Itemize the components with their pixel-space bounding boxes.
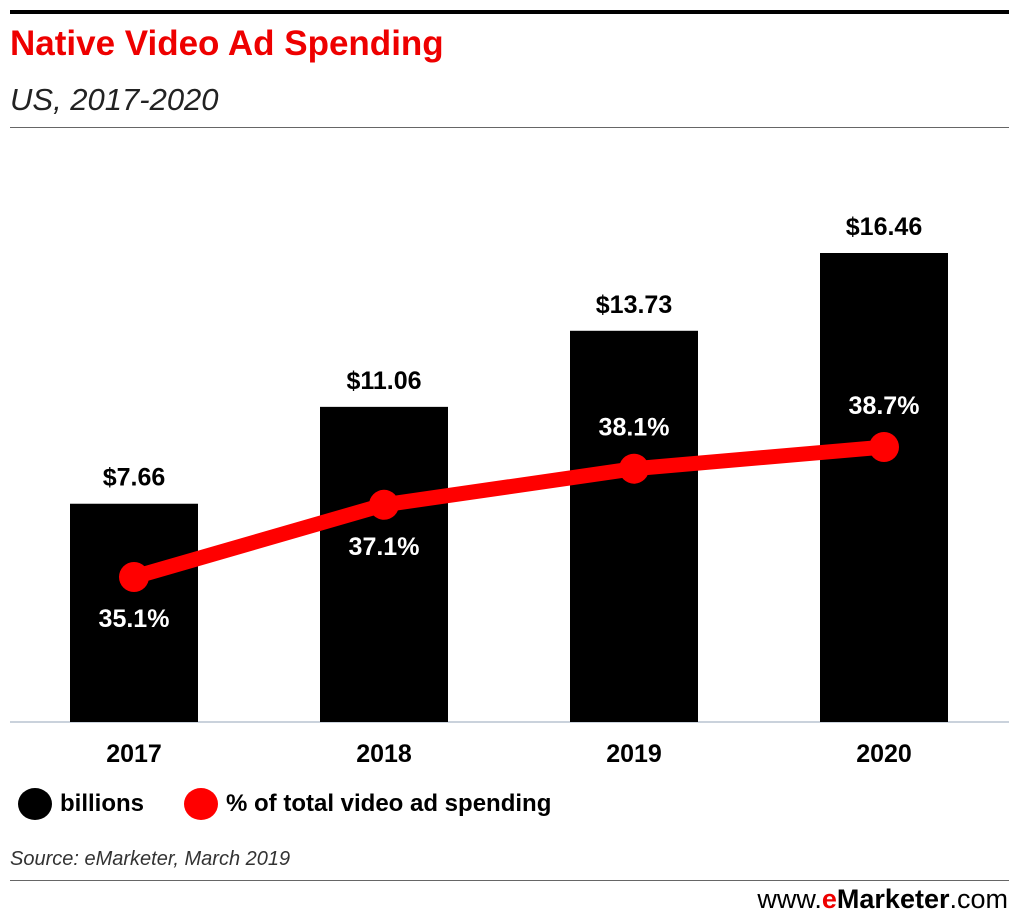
share-label-2017: 35.1%	[99, 605, 170, 633]
brand-prefix: www.	[757, 884, 822, 914]
share-label-2019: 38.1%	[599, 414, 670, 442]
bar-value-label-2019: $13.73	[596, 291, 672, 319]
subtitle-rule	[10, 127, 1009, 128]
share-point-2020	[869, 432, 899, 463]
chart-area: $7.66 2017 $11.06 2018 $13.73 2019 $16.46 2020 3…	[10, 213, 1009, 768]
bar-2017	[70, 503, 198, 722]
share-point-2018	[369, 489, 399, 520]
share-label-2018: 37.1%	[349, 533, 420, 561]
legend-swatch-line	[184, 788, 218, 820]
chart-title: Native Video Ad Spending	[10, 24, 444, 63]
brand-logo: www.eMarketer.com	[757, 884, 1008, 915]
bar-value-label-2018: $11.06	[346, 367, 421, 395]
top-rule	[10, 10, 1009, 14]
x-tick-label-2018: 2018	[356, 740, 412, 768]
brand-suffix: .com	[949, 884, 1008, 914]
share-line	[126, 439, 892, 585]
legend-label-billions: billions	[60, 790, 144, 817]
legend-item-share: % of total video ad spending	[184, 788, 551, 820]
brand-e: e	[821, 884, 837, 914]
share-point-2017	[119, 562, 149, 592]
source-note: Source: eMarketer, March 2019	[10, 848, 291, 870]
legend-label-share: % of total video ad spending	[226, 790, 552, 817]
legend-swatch-bar	[18, 788, 52, 820]
bar-2020	[820, 253, 948, 722]
bottom-rule	[10, 880, 1009, 881]
x-tick-label-2017: 2017	[106, 740, 162, 768]
share-label-2020: 38.7%	[849, 392, 920, 420]
x-tick-label-2020: 2020	[856, 740, 912, 768]
legend-item-billions: billions	[18, 788, 144, 820]
share-point-2019	[619, 453, 649, 484]
bar-2018	[320, 406, 448, 722]
bar-value-label-2017: $7.66	[103, 464, 166, 492]
legend: billions % of total video ad spending	[18, 788, 591, 820]
chart-subtitle: US, 2017-2020	[10, 82, 219, 117]
brand-name: Marketer	[836, 884, 950, 914]
bar-value-label-2020: $16.46	[846, 213, 922, 241]
bar-2019	[570, 330, 698, 722]
x-tick-label-2019: 2019	[606, 740, 662, 768]
